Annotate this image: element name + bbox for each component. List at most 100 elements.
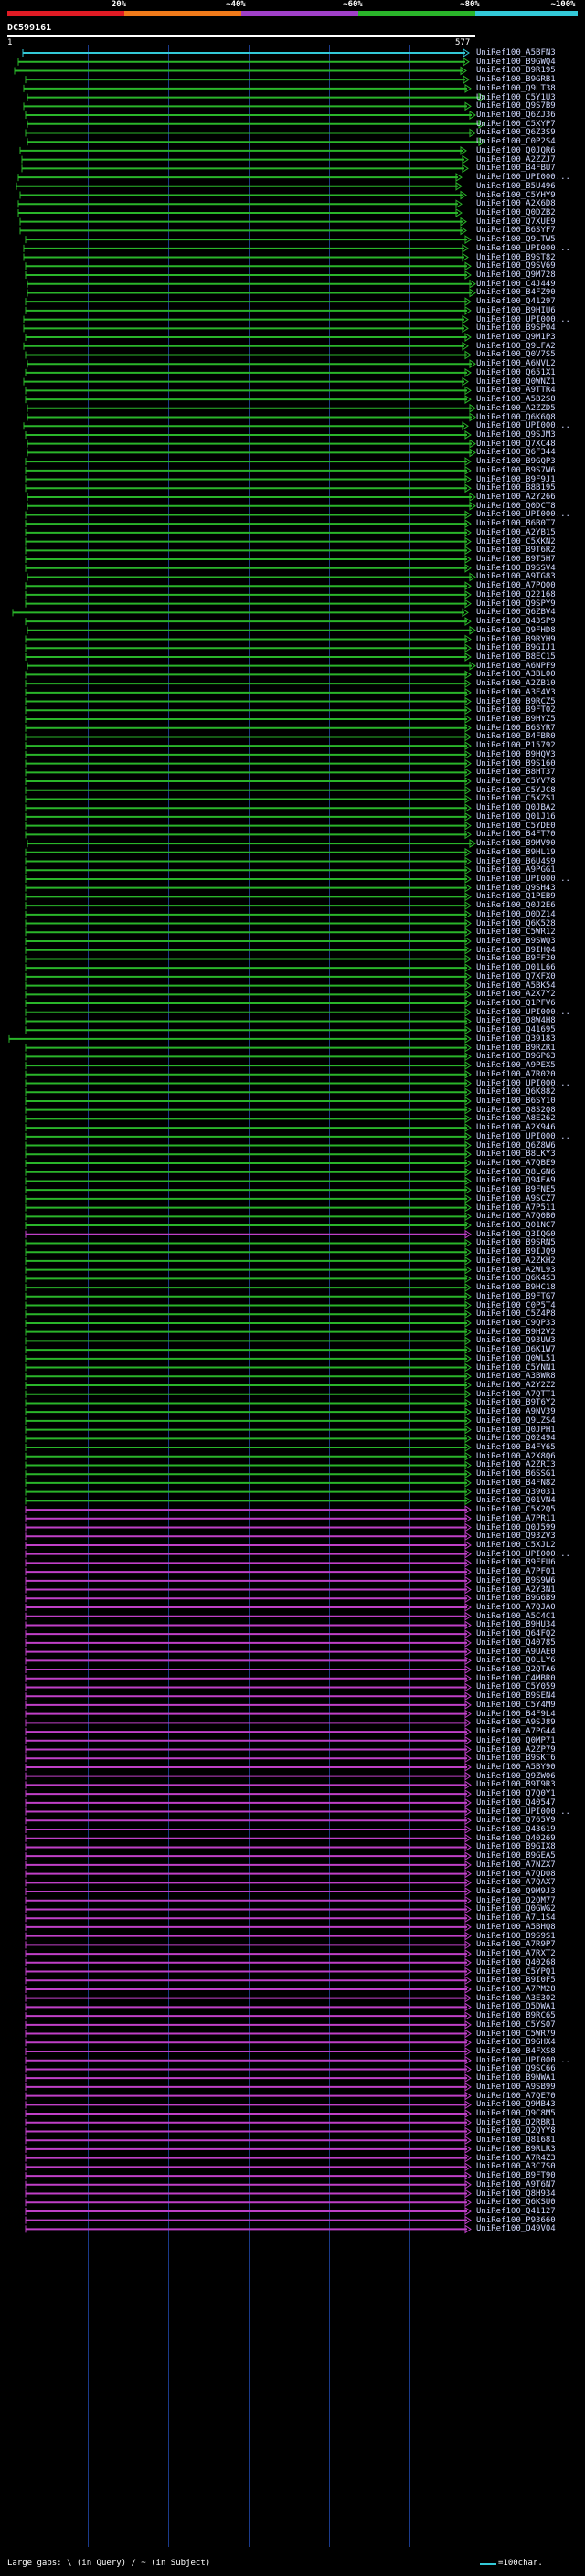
- hit-alignment[interactable]: [25, 1043, 472, 1053]
- hit-label[interactable]: UniRef100_Q01NC7: [476, 1221, 556, 1231]
- hit-label[interactable]: UniRef100_C5Y059: [476, 1682, 556, 1692]
- hit-alignment[interactable]: [25, 1460, 472, 1470]
- hit-label[interactable]: UniRef100_B9MV90: [476, 839, 556, 849]
- hit-alignment[interactable]: [25, 892, 472, 902]
- hit-alignment[interactable]: [25, 1052, 472, 1062]
- hit-alignment[interactable]: [27, 493, 476, 502]
- hit-alignment[interactable]: [25, 2019, 472, 2030]
- hit-label[interactable]: UniRef100_Q7XFX0: [476, 971, 556, 981]
- hit-alignment[interactable]: [25, 1966, 472, 1977]
- hit-label[interactable]: UniRef100_C5X2Q5: [476, 1505, 556, 1515]
- hit-label[interactable]: UniRef100_Q41127: [476, 2206, 556, 2216]
- hit-label[interactable]: UniRef100_C9QP33: [476, 1318, 556, 1328]
- hit-alignment[interactable]: [25, 1718, 472, 1728]
- hit-label[interactable]: UniRef100_Q9SJM3: [476, 429, 556, 440]
- hit-alignment[interactable]: [25, 1957, 472, 1967]
- hit-label[interactable]: UniRef100_A2YB15: [476, 527, 556, 537]
- hit-label[interactable]: UniRef100_B9FT02: [476, 705, 556, 716]
- hit-alignment[interactable]: [25, 1069, 472, 1079]
- hit-alignment[interactable]: [25, 1309, 472, 1320]
- hit-label[interactable]: UniRef100_Q9SC66: [476, 2064, 556, 2074]
- hit-label[interactable]: UniRef100_A7Q0B0: [476, 1212, 556, 1222]
- hit-alignment[interactable]: [25, 999, 472, 1008]
- hit-alignment[interactable]: [25, 1665, 472, 1674]
- hit-alignment[interactable]: [25, 111, 476, 120]
- hit-label[interactable]: UniRef100_Q9S7B9: [476, 101, 556, 111]
- hit-alignment[interactable]: [25, 1949, 472, 1959]
- hit-label[interactable]: UniRef100_B9GHX4: [476, 2038, 556, 2048]
- hit-alignment[interactable]: [25, 1789, 472, 1799]
- hit-alignment[interactable]: [25, 1265, 472, 1275]
- hit-alignment[interactable]: [25, 297, 472, 307]
- hit-label[interactable]: UniRef100_C4MBR0: [476, 1673, 556, 1683]
- hit-alignment[interactable]: [25, 928, 472, 938]
- hit-alignment[interactable]: [27, 448, 476, 458]
- hit-label[interactable]: UniRef100_Q01L66: [476, 963, 556, 973]
- hit-alignment[interactable]: [25, 1381, 472, 1390]
- hit-alignment[interactable]: [25, 510, 472, 520]
- hit-alignment[interactable]: [25, 1185, 472, 1195]
- hit-label[interactable]: UniRef100_C5Y4M9: [476, 1700, 556, 1710]
- hit-alignment[interactable]: [25, 1319, 472, 1328]
- hit-alignment[interactable]: [25, 2055, 472, 2065]
- hit-alignment[interactable]: [27, 279, 476, 289]
- hit-label[interactable]: UniRef100_B9SKT6: [476, 1754, 556, 1764]
- hit-alignment[interactable]: [25, 1389, 472, 1399]
- hit-alignment[interactable]: [25, 1398, 472, 1408]
- hit-alignment[interactable]: [27, 839, 476, 849]
- hit-label[interactable]: UniRef100_A7NZX7: [476, 1860, 556, 1870]
- hit-alignment[interactable]: [25, 1283, 472, 1293]
- hit-alignment[interactable]: [25, 2144, 472, 2154]
- hit-label[interactable]: UniRef100_A7QD08: [476, 1869, 556, 1879]
- hit-alignment[interactable]: [25, 883, 472, 893]
- hit-alignment[interactable]: [27, 661, 476, 671]
- hit-alignment[interactable]: [25, 235, 472, 245]
- hit-label[interactable]: UniRef100_A7QAX7: [476, 1878, 556, 1888]
- hit-alignment[interactable]: [25, 1078, 472, 1088]
- hit-alignment[interactable]: [25, 75, 470, 85]
- hit-alignment[interactable]: [25, 527, 472, 537]
- hit-alignment[interactable]: [25, 2064, 472, 2074]
- hit-alignment[interactable]: [25, 758, 472, 769]
- hit-label[interactable]: UniRef100_C5YJC8: [476, 785, 556, 795]
- hit-alignment[interactable]: [8, 1034, 472, 1044]
- hit-label[interactable]: UniRef100_A7L1S4: [476, 1913, 556, 1924]
- hit-label[interactable]: UniRef100_A3BWR8: [476, 1372, 556, 1382]
- hit-label[interactable]: UniRef100_B8HT37: [476, 768, 556, 778]
- hit-alignment[interactable]: [25, 1656, 472, 1666]
- hit-alignment[interactable]: [25, 1123, 472, 1133]
- hit-alignment[interactable]: [25, 1478, 472, 1488]
- hit-alignment[interactable]: [25, 1700, 472, 1710]
- hit-alignment[interactable]: [25, 901, 472, 911]
- hit-label[interactable]: UniRef100_B9RLR3: [476, 2144, 556, 2154]
- hit-alignment[interactable]: [25, 128, 476, 138]
- hit-label[interactable]: UniRef100_Q9LT38: [476, 83, 556, 93]
- hit-alignment[interactable]: [25, 1372, 472, 1382]
- hit-label[interactable]: UniRef100_Q94EA9: [476, 1176, 556, 1186]
- hit-alignment[interactable]: [25, 715, 472, 724]
- hit-alignment[interactable]: [25, 1425, 472, 1435]
- hit-label[interactable]: UniRef100_A5BFN3: [476, 48, 556, 58]
- hit-alignment[interactable]: [25, 270, 472, 280]
- hit-label[interactable]: UniRef100_B9SRN5: [476, 1238, 556, 1248]
- hit-alignment[interactable]: [25, 1851, 472, 1861]
- hit-label[interactable]: UniRef100_Q9M1P3: [476, 333, 556, 343]
- hit-alignment[interactable]: [25, 1407, 472, 1417]
- hit-label[interactable]: UniRef100_Q9ZW06: [476, 1771, 556, 1781]
- hit-alignment[interactable]: [25, 2207, 472, 2216]
- hit-alignment[interactable]: [23, 83, 472, 93]
- hit-label[interactable]: UniRef100_Q41297: [476, 297, 556, 307]
- hit-alignment[interactable]: [25, 2047, 472, 2056]
- hit-label[interactable]: UniRef100_A9NV39: [476, 1407, 556, 1417]
- hit-label[interactable]: UniRef100_Q8W4H8: [476, 1016, 556, 1026]
- hit-alignment[interactable]: [25, 821, 472, 831]
- hit-label[interactable]: UniRef100_B9HC18: [476, 1283, 556, 1293]
- hit-alignment[interactable]: [25, 2029, 472, 2039]
- hit-alignment[interactable]: [25, 536, 472, 546]
- hit-alignment[interactable]: [25, 1522, 472, 1532]
- hit-alignment[interactable]: [25, 519, 472, 529]
- hit-alignment[interactable]: [27, 501, 476, 511]
- hit-alignment[interactable]: [25, 2179, 472, 2189]
- hit-label[interactable]: UniRef100_C0P5T4: [476, 1300, 556, 1310]
- hit-label[interactable]: UniRef100_UPI000...: [476, 1807, 570, 1817]
